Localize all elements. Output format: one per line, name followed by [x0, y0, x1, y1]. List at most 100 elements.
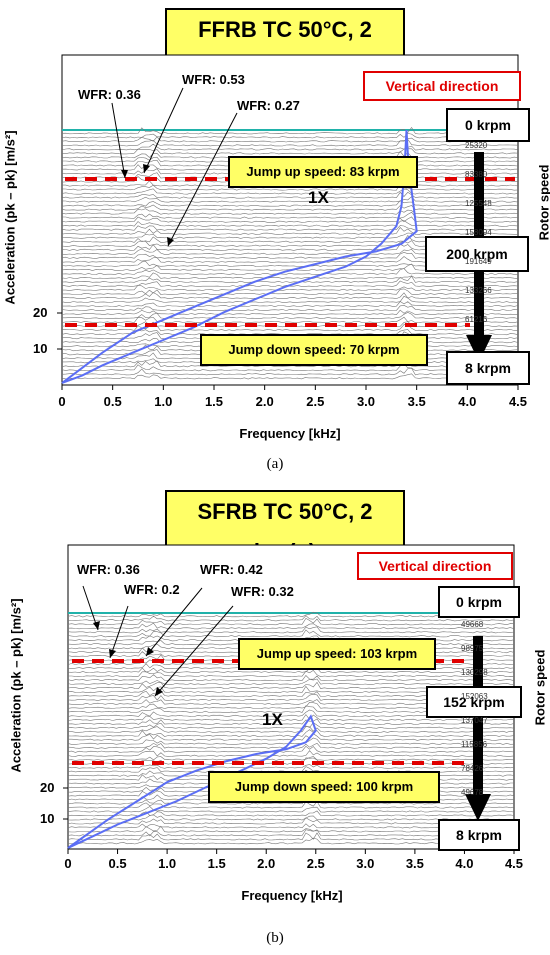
waterfall-trace [61, 304, 519, 312]
jump-up-callout: Jump up speed: 83 krpm [228, 156, 418, 188]
waterfall-trace [61, 268, 518, 275]
waterfall-trace [61, 136, 519, 143]
rotor-speed-arrow-head [465, 794, 491, 821]
wfr-label-1: WFR: 0.36 [78, 87, 141, 102]
one-x-label: 1X [262, 710, 283, 729]
waterfall-chart [57, 54, 519, 390]
jump-up-callout: Jump up speed: 103 krpm [238, 638, 436, 670]
speed-box-mid: 152 krpm [426, 686, 522, 718]
x-tick-label: 4.0 [458, 394, 477, 409]
waterfall-trace [61, 360, 519, 368]
trace-speed-label: 191649 [465, 257, 492, 266]
x-tick-label: 1.0 [154, 394, 173, 409]
waterfall-trace [61, 200, 519, 207]
x-axis-label: Frequency [kHz] [241, 888, 343, 903]
waterfall-trace [61, 188, 519, 195]
x-axis [61, 385, 519, 390]
x-tick-label: 1.5 [207, 856, 226, 871]
x-tick-label: 0 [64, 856, 72, 871]
waterfall-trace [62, 211, 519, 219]
speed-box-bottom: 8 krpm [446, 351, 530, 385]
waterfall-trace [61, 275, 519, 283]
waterfall-trace [61, 373, 519, 380]
x-tick-label: 2.5 [306, 394, 325, 409]
waterfall-trace [61, 216, 519, 223]
waterfall-trace [67, 800, 515, 809]
waterfall-trace [62, 301, 519, 308]
waterfall-trace [67, 806, 515, 813]
waterfall-trace [61, 309, 519, 316]
waterfall-trace [61, 324, 519, 332]
x-tick-label: 1.5 [204, 394, 224, 409]
x-tick-label: 4.5 [504, 856, 524, 871]
wfr-arrow-3 [145, 587, 203, 657]
x-tick-label: 0 [58, 394, 66, 409]
trace-speed-label: 98975 [461, 644, 484, 653]
x-tick-label: 0.5 [108, 856, 127, 871]
waterfall-trace [67, 756, 515, 761]
speed-box-bottom: 8 krpm [438, 819, 520, 851]
waterfall-trace [61, 126, 518, 135]
wfr-arrow-2 [143, 87, 184, 174]
waterfall-trace [67, 615, 515, 622]
wfr-label-4: WFR: 0.32 [231, 584, 294, 599]
one-x-curve [61, 129, 418, 384]
trace-speed-label: 133266 [465, 286, 492, 295]
waterfall-trace [61, 272, 519, 279]
jump-down-callout: Jump down speed: 70 krpm [200, 334, 428, 366]
trace-speed-label: 137047 [461, 716, 488, 725]
waterfall-trace [67, 750, 515, 757]
waterfall-trace [61, 220, 519, 227]
waterfall-trace [68, 733, 515, 741]
wfr-arrow-3 [167, 112, 238, 247]
trace-speed-label: 115856 [461, 740, 488, 749]
waterfall-trace [61, 148, 519, 155]
waterfall-trace [61, 292, 518, 299]
waterfall-trace [67, 745, 515, 753]
waterfall-trace [61, 316, 519, 324]
x-tick-label: 0.5 [103, 394, 122, 409]
rotor-speed-label: Rotor speed [532, 649, 548, 726]
one-x-curve [67, 714, 317, 849]
waterfall-trace [67, 617, 515, 626]
rotor-speed-arrow-head [466, 335, 492, 362]
caption-a: (a) [266, 456, 284, 472]
x-tick-label: 4.0 [455, 856, 474, 871]
one-x-label: 1X [308, 188, 329, 207]
y-tick-label-10: 10 [33, 341, 48, 356]
rotor-speed-label: Rotor speed [536, 164, 550, 241]
trace-speed-label: 78426 [461, 764, 484, 773]
figure-panel-b: SFRB TC 50°C, 2 bar(g) Acceleration (pk … [0, 478, 550, 955]
x-tick-label: 3.0 [356, 394, 376, 409]
waterfall-trace [67, 667, 515, 674]
speed-box-top: 0 krpm [446, 108, 530, 142]
trace-speed-label: 152063 [461, 692, 488, 701]
waterfall-trace [62, 288, 518, 295]
x-tick-label: 3.5 [405, 856, 424, 871]
x-tick-label: 3.5 [407, 394, 426, 409]
waterfall-trace [67, 678, 515, 686]
wfr-label-2: WFR: 0.2 [124, 582, 180, 597]
x-tick-label: 1.0 [158, 856, 177, 871]
waterfall-trace [67, 629, 515, 638]
caption-b: (b) [266, 930, 284, 946]
waterfall-trace [61, 225, 519, 231]
waterfall-trace [67, 674, 515, 682]
waterfall-trace [67, 764, 515, 769]
waterfall-trace [62, 284, 519, 291]
waterfall-trace [61, 367, 519, 376]
trace-speed-label: 49668 [461, 620, 484, 629]
trace-speed-label: 49678 [461, 788, 484, 797]
y-axis-label: Acceleration (pk – pk) [m/s²] [8, 598, 24, 773]
waterfall-trace [68, 670, 515, 678]
waterfall-trace [67, 718, 515, 725]
y-tick-label-20: 20 [33, 305, 48, 320]
trace-speed-label: 25320 [465, 141, 488, 150]
wfr-arrow-4 [154, 605, 234, 697]
x-axis-label: Frequency [kHz] [239, 426, 341, 441]
trace-speed-label: 125548 [465, 199, 492, 208]
waterfall-trace [61, 208, 519, 215]
x-tick-label: 3.0 [356, 856, 375, 871]
waterfall-trace [61, 191, 519, 199]
trace-speed-label: 158094 [465, 228, 492, 237]
